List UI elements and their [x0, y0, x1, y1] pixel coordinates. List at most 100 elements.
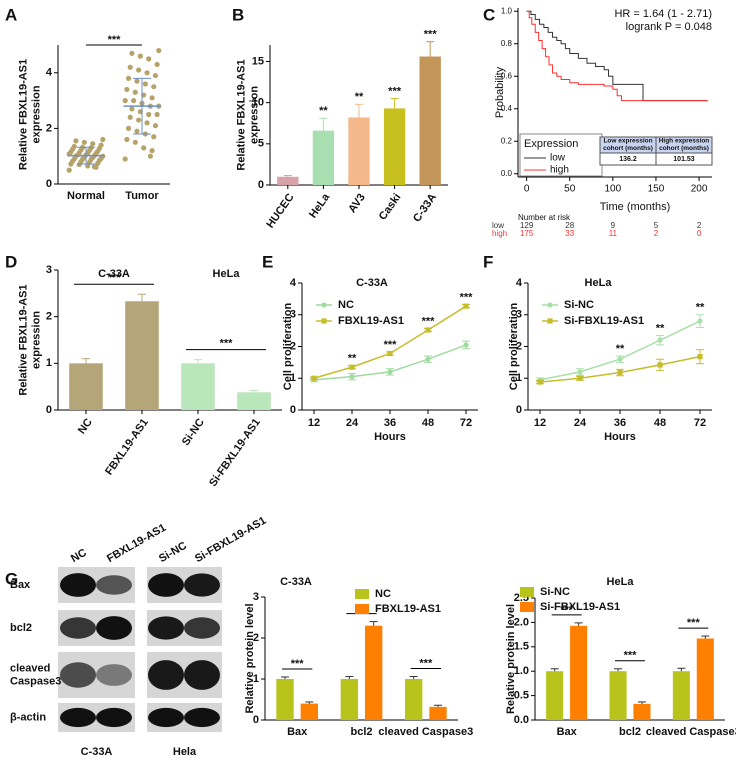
data-point	[71, 143, 77, 150]
table-header-text: Low expression	[603, 138, 652, 145]
x-tick-label: 36	[614, 417, 626, 429]
y-tick-label: 4	[516, 277, 523, 289]
legend-label: Si-NC	[540, 586, 570, 598]
bar	[429, 706, 447, 720]
data-point	[134, 78, 140, 84]
risk-value: 2	[654, 229, 659, 238]
chart-title: C-33A	[356, 277, 388, 289]
data-point	[463, 303, 469, 309]
x-tick-label: bcl2	[619, 726, 641, 738]
y-tick-label: 3	[290, 309, 296, 321]
y-tick-label: 2	[253, 632, 259, 644]
risk-row-name: high	[492, 229, 507, 238]
y-tick-label: 1	[253, 673, 259, 685]
x-tick-label: 72	[460, 417, 472, 429]
significance-label: ***	[419, 657, 433, 669]
significance-label: ***	[424, 29, 438, 41]
y-tick-label: 0.6	[501, 71, 513, 80]
lane-label: Si-FBXL19-AS1	[193, 515, 268, 565]
legend-marker	[547, 318, 553, 324]
annotation: HR = 1.64 (1 - 2.71)	[614, 8, 712, 20]
data-point	[91, 164, 97, 170]
x-tick-label: Bax	[557, 726, 578, 738]
panel-letter: G	[5, 569, 18, 588]
data-point	[577, 375, 583, 381]
x-tick-label: Tumor	[125, 190, 159, 202]
x-tick-label: 24	[574, 417, 587, 429]
cell-line-label: C-33A	[81, 746, 113, 758]
panel-letter: E	[262, 252, 273, 271]
y-tick-label: 15	[252, 55, 264, 67]
x-axis-label: Time (months)	[600, 201, 671, 213]
significance-label: ***	[687, 617, 701, 629]
y-axis-label: Relative FBXL19-AS1	[17, 59, 29, 170]
group-label: HeLa	[213, 268, 241, 280]
bar	[69, 363, 103, 410]
bar	[181, 363, 215, 410]
x-tick-label: 100	[605, 184, 622, 195]
bar	[312, 130, 335, 185]
data-point	[100, 136, 106, 143]
blot-band	[184, 707, 220, 728]
protein-label: Bax	[10, 579, 31, 591]
y-axis-label: expression	[248, 86, 260, 144]
data-point	[537, 379, 543, 385]
risk-value: 129	[520, 221, 534, 230]
cell-line-label: Hela	[173, 746, 197, 758]
data-point	[81, 139, 87, 145]
y-tick-label: 0	[46, 178, 52, 190]
panel-letter: D	[5, 252, 17, 271]
y-tick-label: 1	[516, 372, 522, 384]
risk-value: 0	[697, 229, 702, 238]
y-tick-label: 4	[290, 277, 297, 289]
x-tick-label: 24	[346, 417, 359, 429]
x-axis-label: Hours	[604, 431, 636, 443]
y-tick-label: 3	[46, 264, 52, 276]
significance-label: ***	[384, 339, 398, 351]
y-tick-label: 0.8	[501, 39, 513, 48]
blot-band	[148, 660, 184, 690]
risk-title: Number at risk	[518, 213, 571, 222]
data-point	[129, 50, 135, 56]
x-tick-label: Normal	[67, 190, 105, 202]
annotation: logrank P = 0.048	[626, 21, 712, 33]
x-tick-label: cleaved Caspase3	[646, 726, 736, 738]
data-point	[147, 153, 153, 159]
legend-swatch	[520, 602, 534, 612]
bar	[340, 679, 359, 720]
y-tick-label: 0	[516, 404, 522, 416]
data-point	[156, 47, 162, 54]
data-point	[90, 141, 96, 147]
bar	[570, 625, 588, 720]
x-tick-label: Si-FBXL19-AS1	[207, 417, 263, 489]
data-point	[151, 134, 157, 140]
significance-label: ***	[108, 34, 122, 46]
data-point	[425, 356, 431, 362]
bar	[419, 56, 441, 185]
data-point	[152, 72, 159, 79]
risk-value: 175	[520, 229, 534, 238]
significance-label: ***	[560, 604, 574, 616]
y-axis-label: Relative FBXL19-AS1	[235, 59, 247, 170]
x-tick-label: 48	[654, 417, 666, 429]
protein-label: cleaved	[10, 662, 50, 674]
legend-label: NC	[375, 588, 391, 600]
blot-band	[148, 707, 184, 728]
table-header-text: cohort (months)	[659, 145, 709, 152]
bar	[696, 638, 714, 720]
legend-label: NC	[338, 299, 354, 311]
risk-value: 28	[565, 221, 574, 230]
data-point	[132, 139, 138, 145]
data-point	[132, 89, 138, 95]
x-tick-label: 12	[308, 417, 320, 429]
data-point	[73, 138, 79, 144]
data-point	[129, 106, 135, 112]
y-tick-label: 2.0	[514, 616, 529, 628]
x-tick-label: Caski	[377, 192, 404, 223]
x-tick-label: NC	[76, 416, 95, 436]
legend-swatch	[355, 604, 369, 614]
data-point	[125, 75, 132, 81]
significance-label: **	[355, 91, 364, 103]
y-tick-label: 2	[46, 311, 52, 323]
